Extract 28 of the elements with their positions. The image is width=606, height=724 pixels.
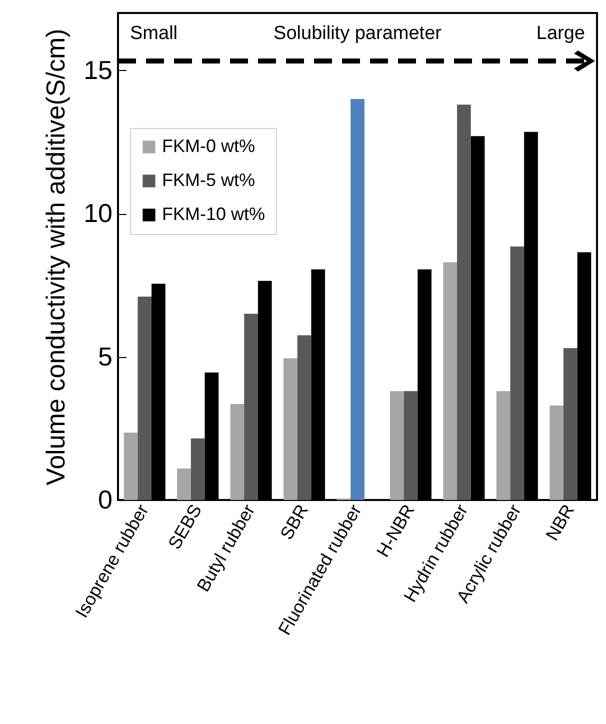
bar: [138, 296, 152, 500]
bar: [443, 262, 458, 500]
y-tick-label: 15: [84, 54, 112, 85]
bar: [550, 405, 564, 500]
bar: [563, 348, 578, 500]
legend-label: FKM-5 wt%: [162, 170, 256, 190]
bar: [124, 432, 138, 500]
bar: [510, 246, 524, 500]
bar: [177, 468, 191, 500]
bar: [297, 335, 312, 500]
bar: [457, 104, 471, 500]
bar: [350, 98, 364, 500]
annotation: Solubility parameter: [274, 23, 442, 44]
bar: [390, 391, 404, 500]
y-axis-title: Volume conductivity with additive(S/cm): [40, 28, 71, 486]
bar: [244, 314, 258, 500]
bar: [230, 404, 244, 500]
legend-label: FKM-0 wt%: [162, 136, 256, 156]
y-tick-label: 0: [98, 484, 112, 514]
bar: [404, 391, 418, 500]
y-tick-label: 5: [98, 341, 112, 372]
annotation: Large: [536, 23, 585, 44]
bar: [190, 438, 205, 500]
legend-label: FKM-10 wt%: [162, 204, 266, 224]
annotation: Small: [130, 23, 178, 44]
bar: [496, 391, 510, 500]
y-tick-label: 10: [84, 198, 112, 228]
bar: [284, 358, 298, 500]
